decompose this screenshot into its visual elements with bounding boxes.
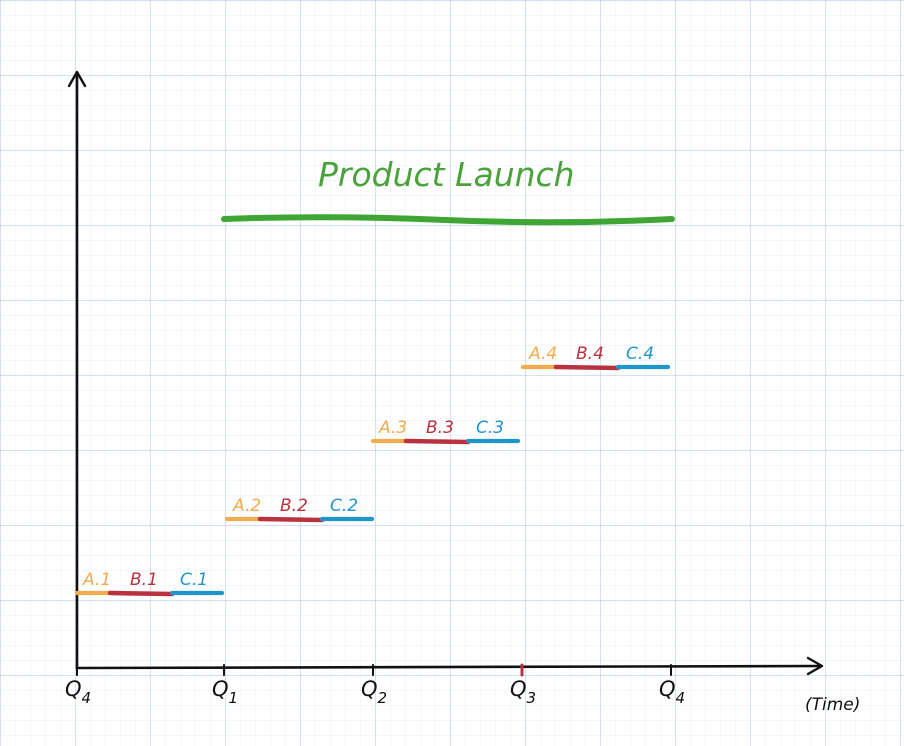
y-axis-arrowhead	[67, 70, 87, 88]
task-label: C.4	[626, 344, 654, 364]
task-label: A.2	[232, 496, 261, 516]
stage-group: A.1 B.1 C.1	[74, 570, 225, 597]
stage-group: A.4 B.4 C.4	[520, 344, 671, 371]
task-label: A.3	[378, 418, 407, 438]
axes	[67, 70, 824, 676]
diagram-title: Product Launch	[318, 155, 575, 194]
task-label: B.1	[130, 570, 158, 590]
task-bar	[553, 364, 621, 371]
stage-bars: A.1 B.1 C.1 A.2 B.2 C.2 A.3 B.3 C.3 A.4 B.4 C.4	[74, 344, 671, 597]
x-axis-label: (Time)	[805, 695, 860, 715]
x-tick-label: Q1	[212, 677, 238, 707]
x-tick-label: Q4	[659, 677, 685, 707]
x-ticks	[76, 663, 672, 677]
task-bar	[257, 516, 325, 523]
x-axis	[75, 664, 822, 670]
stage-group: A.2 B.2 C.2	[224, 496, 375, 523]
task-label: B.4	[576, 344, 604, 364]
x-tick-label: Q3	[510, 677, 536, 707]
task-bar	[107, 590, 175, 597]
task-label: C.3	[476, 418, 504, 438]
task-label: A.1	[82, 570, 111, 590]
task-bar	[403, 438, 471, 445]
task-label: B.3	[426, 418, 454, 438]
x-tick-label: Q2	[361, 677, 387, 707]
x-tick-labels: Q4 Q1 Q2 Q3 Q4	[65, 677, 685, 707]
task-label: C.1	[180, 570, 208, 590]
task-label: B.2	[280, 496, 308, 516]
x-axis-arrowhead	[806, 656, 824, 676]
task-label: C.2	[330, 496, 358, 516]
product-launch-bar	[221, 214, 675, 226]
x-tick-label: Q4	[65, 677, 91, 707]
stage-group: A.3 B.3 C.3	[370, 418, 521, 445]
task-label: A.4	[528, 344, 557, 364]
